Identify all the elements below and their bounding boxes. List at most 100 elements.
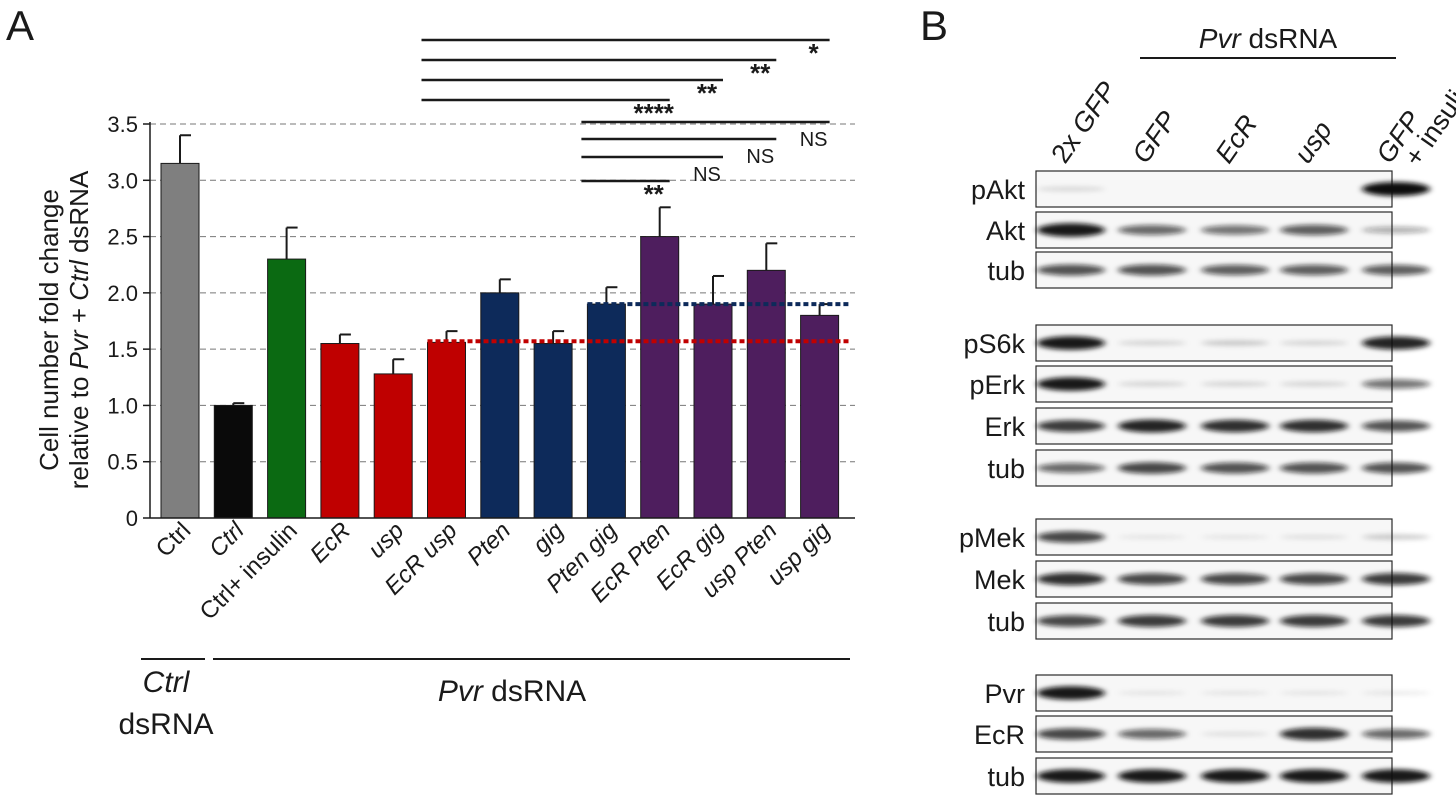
blot-label: Mek [974,565,1026,595]
pvr-dsrna-header: Pvr dsRNA [1199,23,1338,54]
bar [480,292,520,519]
blot-band [1118,729,1186,739]
lane-label: usp [1288,116,1338,169]
blot-label: pErk [969,370,1025,400]
blot-band [1201,340,1269,346]
blot-band [1118,381,1186,387]
blot-band [1037,420,1105,432]
blot-band [1201,731,1269,737]
blot-label: tub [987,454,1025,484]
blot-band [1201,690,1269,696]
blot-band [1118,769,1186,783]
bar [640,236,680,519]
y-tick-label: 0 [126,506,138,531]
blot-bands [1037,727,1430,741]
blot-band [1280,224,1348,236]
blot-band [1201,573,1269,585]
x-tick-label: Pten [462,517,516,571]
y-axis-ticks: 0 0.5 1.0 1.5 2.0 2.5 3.0 3.5 [107,112,150,531]
blot-bands [1037,264,1430,276]
blot-band [1362,573,1430,585]
blot-band [1280,573,1348,585]
blot-band [1037,615,1105,627]
blot-label: Pvr [985,679,1026,709]
blot-band [1118,419,1186,433]
y-tick-label: 1.0 [107,393,138,418]
blot-band [1362,336,1430,350]
blot-band [1280,340,1348,346]
blot-band [1037,377,1105,391]
blot-band [1280,419,1348,433]
y-axis-label-line2: relative to Pvr + Ctrl dsRNA [64,170,94,489]
blot-label: EcR [974,720,1025,750]
blot-band [1118,264,1186,276]
blot-band [1362,226,1430,234]
blot-band [1362,615,1430,627]
blot-band [1037,336,1105,350]
blot-band [1201,264,1269,276]
blot-label: Akt [986,216,1026,246]
blot-band [1037,463,1105,473]
y-tick-label: 2.0 [107,281,138,306]
blot-band [1362,729,1430,739]
blot-band [1037,531,1105,543]
blot-bands [1037,223,1430,237]
bar [693,303,733,519]
significance-label: NS [746,146,774,168]
blot-bands [1037,462,1430,474]
blot-label: tub [987,762,1025,792]
blot-band [1037,686,1105,700]
blot-bands [1037,615,1430,627]
y-axis-label: Cell number fold change relative to Pvr … [34,170,94,489]
panel-a-letter: A [6,2,34,49]
significance-label: ** [750,58,771,88]
blot-band [1118,340,1186,346]
y-tick-label: 1.5 [107,337,138,362]
blot-bands [1037,336,1430,350]
western-blots: pAkt Akt tub pS6k pErk Erk tub pMek Mek tub Pvr EcR… [959,170,1430,795]
blot-band [1280,462,1348,474]
blot-band [1362,462,1430,474]
blot-band [1037,186,1105,192]
bar [533,343,573,519]
significance-label: NS [693,164,721,186]
blot-label: Erk [985,412,1026,442]
blot-label: tub [987,256,1025,286]
blot-band [1037,769,1105,783]
bar [800,314,840,519]
blot-label: pS6k [963,329,1025,359]
y-tick-label: 3.5 [107,112,138,137]
bar [267,258,307,519]
blot-band [1118,225,1186,235]
blot-band [1118,690,1186,696]
blot-band [1201,769,1269,783]
blot-band [1280,769,1348,783]
y-tick-label: 0.5 [107,450,138,475]
blot-band [1037,572,1105,586]
y-axis-label-line1: Cell number fold change [34,189,64,471]
bar [320,343,360,519]
blot-bands [1037,377,1430,391]
bar [160,162,200,519]
blot-band [1280,615,1348,627]
blot-bands [1037,419,1430,433]
x-tick-label: Ctrl [204,517,250,563]
blot-label: pMek [959,523,1026,553]
blot-bands [1037,531,1430,543]
bar [213,404,253,519]
blot-lane-labels: 2x GFP GFP EcR usp GFP+ insulin [1045,72,1456,171]
significance-label: ** [644,179,665,209]
blot-band [1280,264,1348,276]
panel-b-letter: B [920,2,948,49]
lane-label: 2x GFP [1045,76,1122,168]
y-tick-label: 2.5 [107,225,138,250]
significance-label: NS [800,129,828,151]
bar [373,373,413,519]
blot-band [1118,573,1186,585]
blot-band [1280,690,1348,696]
x-tick-label: usp [363,517,409,563]
blot-band [1280,534,1348,540]
